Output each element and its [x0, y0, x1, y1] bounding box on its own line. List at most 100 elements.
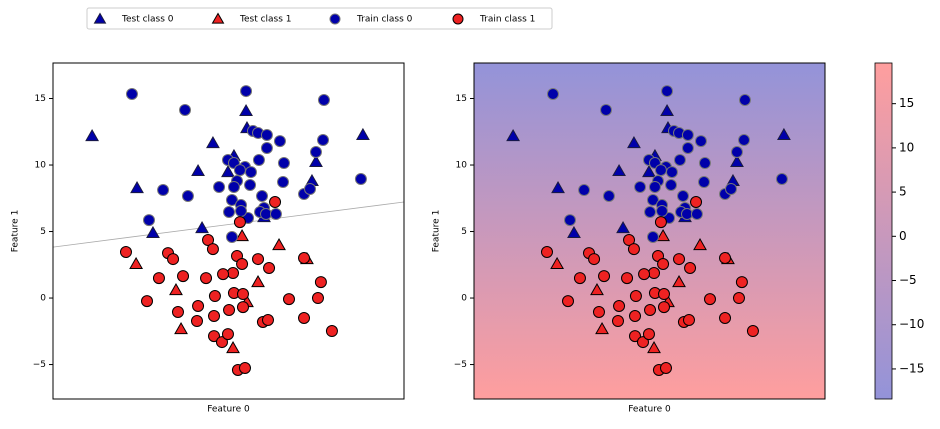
point — [655, 205, 668, 218]
point — [269, 207, 282, 220]
point — [119, 246, 132, 259]
point — [263, 261, 276, 274]
colorbar-tick-label: −15 — [899, 361, 924, 375]
point — [236, 301, 249, 314]
point — [642, 165, 656, 178]
point — [225, 230, 238, 243]
point — [240, 85, 253, 98]
legend-marker — [329, 13, 341, 25]
point — [719, 311, 732, 324]
y-tick-label: 10 — [35, 161, 47, 171]
legend-label: Test class 1 — [239, 15, 292, 25]
point — [654, 164, 667, 177]
y-tick-label: −5 — [454, 360, 467, 370]
y-tick-label: 5 — [40, 227, 46, 237]
point — [260, 128, 273, 141]
point — [181, 190, 194, 203]
legend-box — [86, 7, 553, 30]
point — [738, 134, 751, 147]
x-axis-label: Feature 0 — [207, 405, 250, 415]
point — [627, 243, 640, 256]
point — [354, 172, 367, 185]
plot-frame — [52, 62, 405, 400]
colorbar-tick-label: −10 — [899, 317, 924, 331]
point — [277, 157, 290, 170]
point — [244, 178, 257, 191]
point — [146, 225, 160, 239]
point — [561, 295, 574, 308]
point — [356, 127, 370, 140]
point — [235, 228, 249, 242]
point — [636, 336, 649, 349]
colorbar-tick-label: −5 — [899, 273, 917, 287]
point — [272, 238, 286, 251]
x-axis-label: Feature 0 — [628, 405, 671, 415]
point — [629, 290, 642, 303]
y-tick-label: 15 — [35, 94, 46, 104]
colorbar: −15 −10 −5 0 5 10 15 — [874, 62, 924, 400]
point — [551, 180, 565, 194]
point — [171, 306, 184, 319]
point — [195, 221, 209, 234]
point — [665, 178, 678, 191]
point — [588, 253, 601, 266]
point — [613, 300, 626, 313]
y-axis-label: Feature 1 — [11, 210, 21, 253]
point — [657, 257, 670, 270]
point — [309, 145, 322, 158]
point — [681, 128, 694, 141]
point — [657, 301, 670, 314]
point — [215, 336, 228, 349]
point — [142, 214, 155, 227]
point — [236, 288, 249, 301]
y-tick-label: 0 — [40, 294, 46, 304]
colorbar-tick-label: 5 — [899, 185, 907, 199]
point — [226, 340, 240, 354]
point — [190, 315, 203, 328]
point — [578, 184, 591, 197]
point — [698, 157, 711, 170]
point — [623, 234, 636, 247]
point — [309, 154, 323, 168]
point — [657, 288, 670, 301]
decision-shading — [474, 63, 825, 399]
point — [314, 276, 327, 289]
point — [167, 253, 180, 266]
point — [261, 313, 274, 326]
point — [217, 268, 230, 281]
point — [642, 328, 655, 341]
point — [627, 136, 641, 149]
point — [277, 176, 290, 189]
point — [223, 304, 236, 317]
y-tick-label: 15 — [456, 94, 467, 104]
point — [129, 256, 144, 270]
point — [206, 243, 219, 256]
point — [693, 238, 707, 251]
colorbar-tick-label: 10 — [899, 140, 914, 154]
point — [252, 253, 265, 266]
point — [644, 205, 657, 218]
point — [233, 164, 246, 177]
point — [227, 180, 240, 193]
point — [595, 321, 609, 335]
point — [646, 194, 659, 207]
point — [777, 127, 791, 140]
y-axis-label: Feature 1 — [432, 210, 442, 253]
point — [648, 267, 661, 280]
point — [179, 103, 192, 116]
point — [233, 216, 246, 229]
point — [239, 103, 253, 117]
point — [238, 362, 251, 375]
point — [677, 190, 690, 203]
point — [256, 190, 269, 203]
point — [646, 230, 659, 243]
point — [221, 328, 234, 341]
point — [616, 221, 630, 234]
legend-marker — [211, 12, 225, 24]
point — [298, 311, 311, 324]
point — [130, 180, 144, 194]
point — [208, 290, 221, 303]
point — [684, 261, 697, 274]
point — [659, 362, 672, 375]
point — [317, 134, 330, 147]
